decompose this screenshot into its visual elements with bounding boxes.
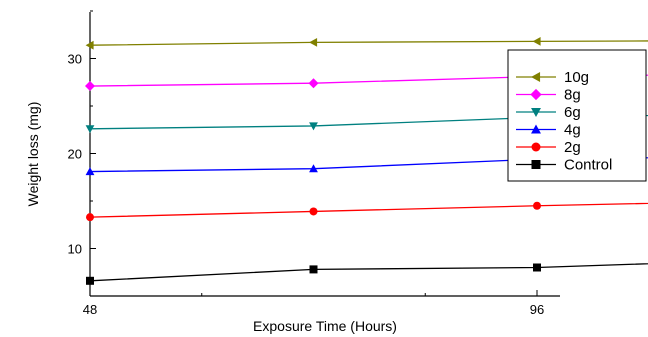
legend-marker-control <box>532 160 541 169</box>
data-point-8g <box>309 78 319 88</box>
legend-marker-2g <box>532 143 541 152</box>
y-axis-title: Weight loss (mg) <box>25 102 41 207</box>
series-line-2g <box>90 179 648 217</box>
x-tick-label: 96 <box>530 302 544 317</box>
data-point-control <box>533 264 541 272</box>
y-tick-label: 20 <box>68 147 82 162</box>
legend-label-6g: 6g <box>564 104 581 121</box>
x-axis-title: Exposure Time (Hours) <box>253 318 397 334</box>
data-point-2g <box>533 202 541 210</box>
y-tick-label: 10 <box>68 242 82 257</box>
series-line-control <box>90 228 648 281</box>
legend-label-10g: 10g <box>564 69 589 86</box>
data-point-2g <box>310 207 318 215</box>
data-point-8g <box>85 81 95 91</box>
x-tick-label: 48 <box>83 302 97 317</box>
data-point-10g <box>309 38 317 47</box>
legend-label-4g: 4g <box>564 122 581 139</box>
data-point-2g <box>86 213 94 221</box>
legend-label-2g: 2g <box>564 139 581 156</box>
data-point-10g <box>533 37 541 46</box>
legend-label-control: Control <box>564 157 612 174</box>
data-point-control <box>86 277 94 285</box>
series-line-10g <box>90 38 648 46</box>
data-point-control <box>310 265 318 273</box>
y-tick-label: 30 <box>68 52 82 67</box>
legend-label-8g: 8g <box>564 87 581 104</box>
